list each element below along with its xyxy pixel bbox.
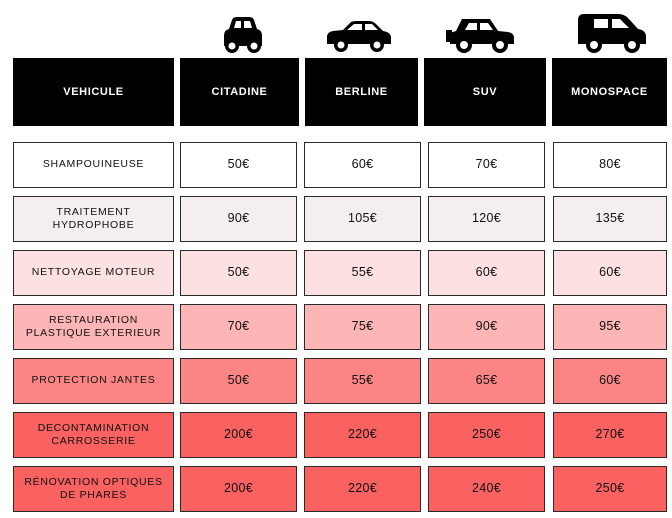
price-cell: 60€	[553, 358, 667, 404]
price-cell: 200€	[180, 466, 297, 512]
price-cell: 95€	[553, 304, 667, 350]
price-cell: 75€	[304, 304, 421, 350]
price-cell: 60€	[553, 250, 667, 296]
service-label: PROTECTION JANTES	[13, 358, 174, 404]
price-cell: 60€	[304, 142, 421, 188]
price-cell: 60€	[428, 250, 545, 296]
service-label: TRAITEMENT HYDROPHOBE	[13, 196, 174, 242]
service-label: DECONTAMINATION CARROSSERIE	[13, 412, 174, 458]
header-vehicule: VEHICULE	[13, 58, 174, 126]
price-cell: 250€	[428, 412, 545, 458]
price-cell: 90€	[180, 196, 297, 242]
service-label: NETTOYAGE MOTEUR	[13, 250, 174, 296]
price-cell: 220€	[304, 466, 421, 512]
price-cell: 270€	[553, 412, 667, 458]
header-citadine: CITADINE	[180, 58, 299, 126]
price-cell: 240€	[428, 466, 545, 512]
service-label: SHAMPOUINEUSE	[13, 142, 174, 188]
service-label: RESTAURATION PLASTIQUE EXTERIEUR	[13, 304, 174, 350]
price-cell: 70€	[180, 304, 297, 350]
price-cell: 80€	[553, 142, 667, 188]
price-cell: 135€	[553, 196, 667, 242]
price-cell: 90€	[428, 304, 545, 350]
header-suv: SUV	[424, 58, 546, 126]
price-cell: 70€	[428, 142, 545, 188]
header-berline: BERLINE	[305, 58, 418, 126]
price-cell: 220€	[304, 412, 421, 458]
sedan-car-icon	[322, 10, 396, 54]
price-cell: 50€	[180, 142, 297, 188]
price-cell: 105€	[304, 196, 421, 242]
price-cell: 200€	[180, 412, 297, 458]
price-cell: 50€	[180, 358, 297, 404]
service-label: RÉNOVATION OPTIQUES DE PHARES	[13, 466, 174, 512]
price-cell: 120€	[428, 196, 545, 242]
price-cell: 55€	[304, 358, 421, 404]
price-cell: 250€	[553, 466, 667, 512]
price-cell: 50€	[180, 250, 297, 296]
minivan-car-icon	[572, 10, 652, 54]
suv-car-icon	[444, 10, 520, 54]
price-cell: 65€	[428, 358, 545, 404]
compact-car-icon	[214, 10, 270, 54]
header-monospace: MONOSPACE	[552, 58, 667, 126]
price-cell: 55€	[304, 250, 421, 296]
